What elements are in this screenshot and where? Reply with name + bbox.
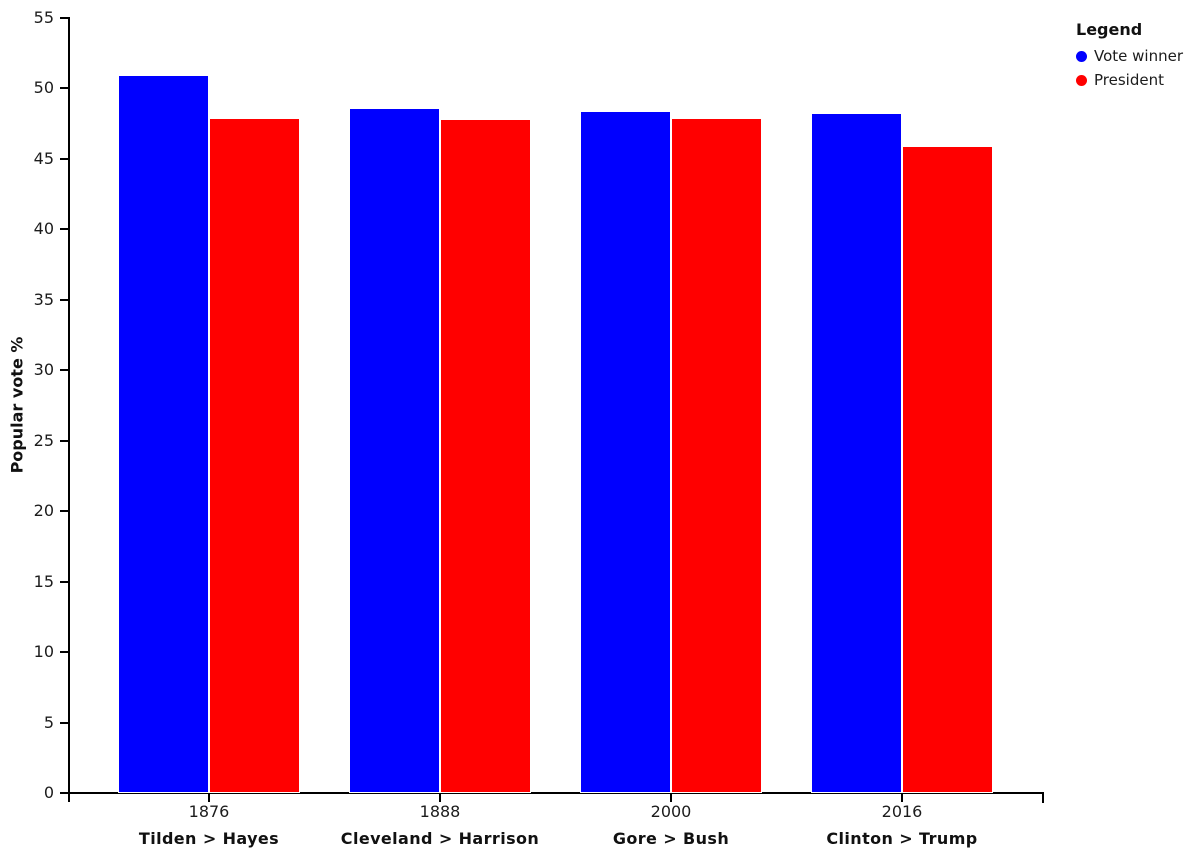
legend-item-label: President bbox=[1094, 71, 1164, 89]
x-year-label: 2016 bbox=[881, 802, 923, 821]
bar-president-1888 bbox=[440, 119, 531, 793]
y-tick bbox=[60, 651, 68, 654]
y-tick bbox=[60, 439, 68, 442]
x-axis-end-tick bbox=[1042, 792, 1044, 803]
x-year-label: 1888 bbox=[419, 802, 461, 821]
x-tick bbox=[208, 793, 210, 802]
x-tick bbox=[670, 793, 672, 802]
y-tick bbox=[60, 87, 68, 90]
x-year-label: 1876 bbox=[188, 802, 230, 821]
y-tick bbox=[60, 721, 68, 724]
bar-president-2000 bbox=[671, 117, 762, 793]
bar-president-2016 bbox=[902, 145, 993, 793]
y-tick bbox=[60, 16, 68, 19]
legend-dot-vote-winner bbox=[1076, 50, 1087, 62]
x-tick bbox=[439, 793, 441, 802]
y-tick-label: 15 bbox=[33, 571, 54, 591]
x-matchup-label: Cleveland > Harrison bbox=[340, 829, 540, 848]
x-axis-line bbox=[68, 792, 1044, 794]
y-tick-label: 40 bbox=[33, 219, 54, 239]
x-matchup-label: Gore > Bush bbox=[612, 829, 730, 848]
x-matchup-label: Clinton > Trump bbox=[826, 829, 978, 848]
bar-vote-winner-2000 bbox=[580, 110, 671, 793]
legend-title: Legend bbox=[1076, 20, 1143, 39]
y-tick-label: 45 bbox=[33, 148, 54, 168]
y-tick-label: 55 bbox=[33, 7, 54, 27]
y-tick bbox=[60, 298, 68, 301]
x-year-label: 2000 bbox=[650, 802, 692, 821]
y-tick-label: 50 bbox=[33, 78, 54, 98]
y-tick bbox=[60, 792, 68, 794]
legend-dot-president bbox=[1076, 74, 1087, 86]
y-tick-label: 30 bbox=[33, 360, 54, 380]
x-tick bbox=[901, 793, 903, 802]
y-tick-label: 25 bbox=[33, 430, 54, 450]
y-tick bbox=[60, 510, 68, 513]
y-tick-label: 10 bbox=[33, 642, 54, 662]
bar-vote-winner-1876 bbox=[118, 75, 209, 793]
y-tick-label: 35 bbox=[33, 289, 54, 309]
bar-vote-winner-2016 bbox=[811, 113, 902, 793]
y-tick-label: 5 bbox=[43, 712, 54, 732]
legend-item-label: Vote winner bbox=[1094, 47, 1183, 65]
legend: Legend Vote winner President bbox=[1076, 20, 1200, 92]
legend-items: Vote winner President bbox=[1076, 44, 1200, 92]
legend-item-president: President bbox=[1076, 68, 1200, 92]
y-tick-label: 20 bbox=[33, 501, 54, 521]
y-axis-title: Popular vote % bbox=[7, 336, 27, 474]
bar-president-1876 bbox=[209, 117, 300, 793]
y-tick-label: 0 bbox=[43, 783, 54, 802]
x-matchup-label: Tilden > Hayes bbox=[138, 829, 280, 848]
y-tick bbox=[60, 157, 68, 160]
y-tick bbox=[60, 228, 68, 231]
y-tick bbox=[60, 580, 68, 583]
legend-item-vote-winner: Vote winner bbox=[1076, 44, 1200, 68]
y-axis-line bbox=[68, 17, 70, 802]
bar-vote-winner-1888 bbox=[349, 107, 440, 793]
y-tick bbox=[60, 369, 68, 372]
